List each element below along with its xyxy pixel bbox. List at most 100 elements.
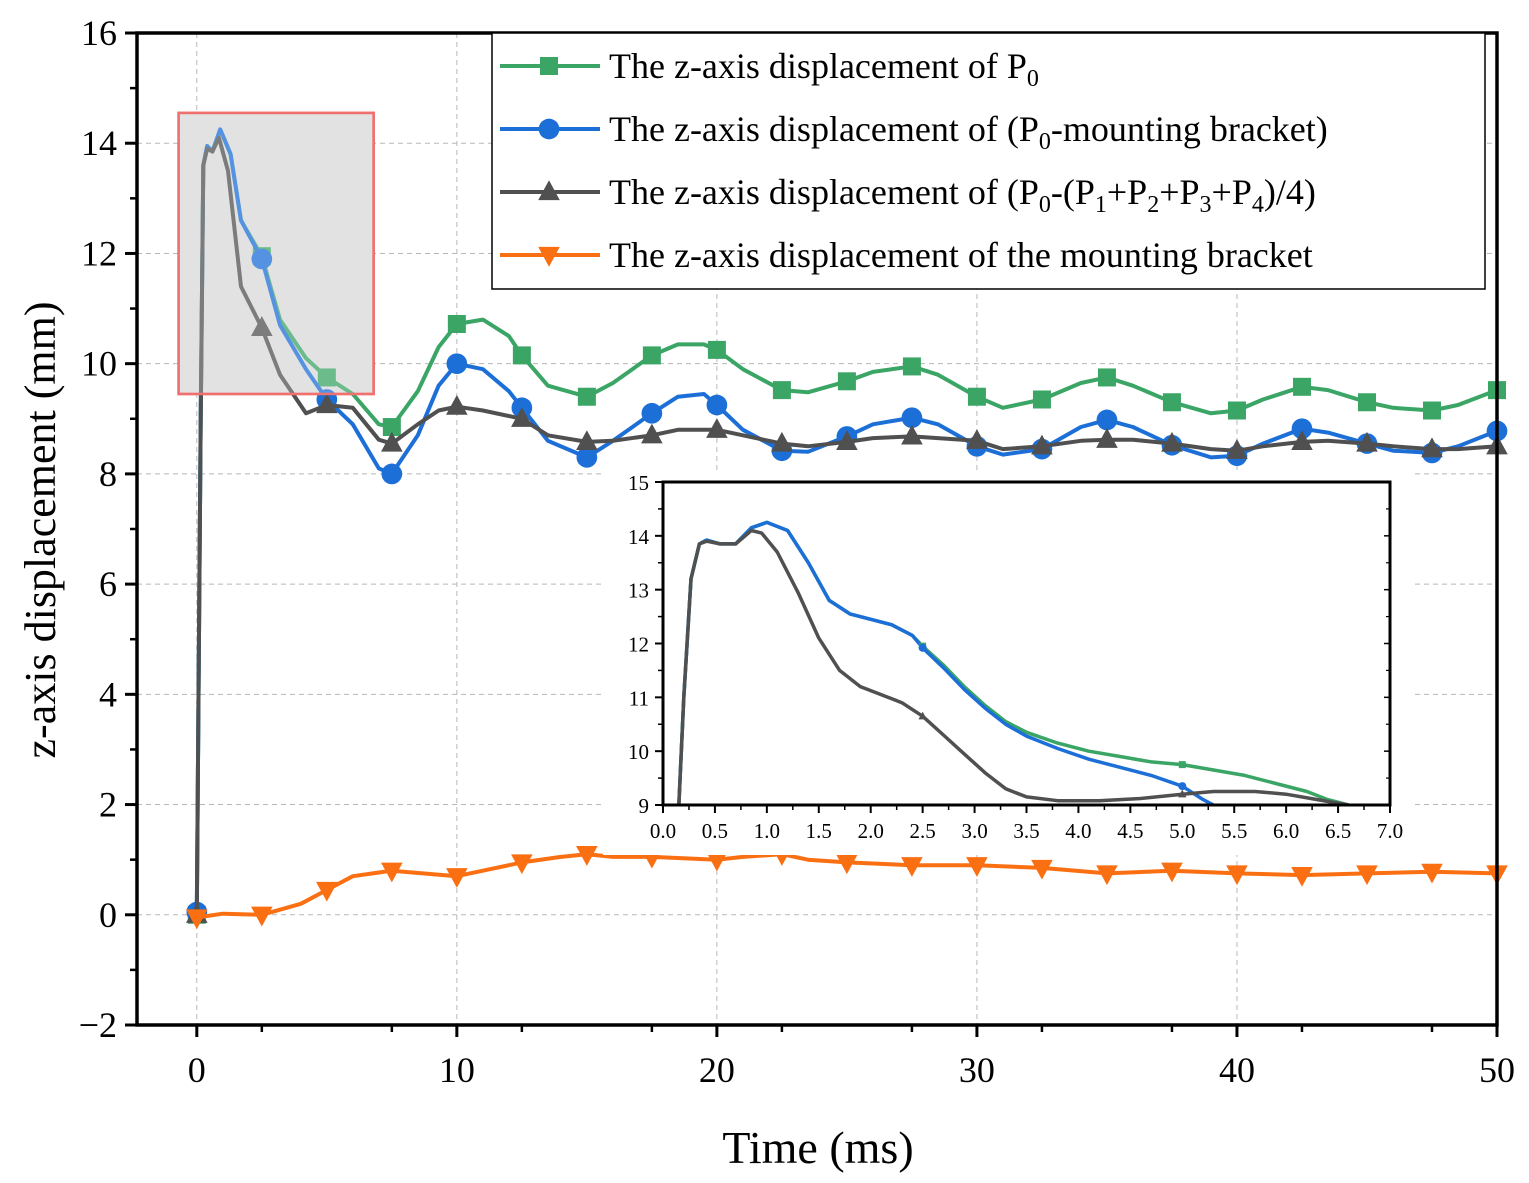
series-marker-1: [381, 463, 403, 485]
x-tick-label: 10: [439, 1050, 475, 1090]
series-marker-0: [1422, 401, 1441, 420]
series-marker-0: [837, 372, 856, 391]
legend-label-suffix: +P: [1107, 172, 1147, 212]
inset-x-tick-label: 3.0: [961, 819, 987, 843]
series-marker-3: [1356, 865, 1378, 886]
y-axis-label: z-axis displacement (mm): [16, 302, 65, 759]
y-tick-label: 12: [81, 233, 117, 273]
series-marker-3: [1161, 862, 1183, 883]
series-marker-3: [381, 862, 403, 883]
legend-label-sub: 4: [1252, 192, 1264, 218]
series-marker-2: [446, 394, 468, 415]
y-tick-label: 14: [81, 123, 117, 163]
series-marker-1: [576, 447, 598, 468]
series-marker-2: [1161, 431, 1183, 452]
legend-box: [491, 32, 1486, 290]
legend-marker-1: [538, 118, 560, 140]
series-marker-2: [576, 430, 598, 451]
series-marker-2: [641, 423, 663, 444]
series-marker-2: [771, 431, 793, 452]
x-tick-label: 30: [959, 1050, 995, 1090]
inset-x-tick-label: 6.0: [1273, 819, 1299, 843]
inset-x-tick-label: 4.5: [1117, 819, 1143, 843]
inset-x-tick-label: 0.5: [702, 819, 728, 843]
inset-x-tick-label: 2.0: [858, 819, 884, 843]
series-marker-3: [446, 868, 468, 888]
series-marker-2: [836, 430, 858, 451]
inset-x-tick-label: 1.0: [754, 819, 780, 843]
y-tick-label: 10: [81, 344, 117, 384]
inset-y-tick-label: 14: [628, 525, 650, 549]
series-marker-2: [706, 418, 728, 438]
y-tick-label: 2: [99, 785, 117, 825]
y-tick-label: 4: [99, 674, 117, 714]
legend-label-suffix: +P: [1159, 172, 1199, 212]
series-marker-0: [642, 346, 661, 365]
series-marker-3: [1291, 866, 1313, 887]
series-marker-3: [511, 854, 533, 875]
inset-series-marker-2: [918, 711, 927, 720]
y-tick-label: −2: [79, 1005, 117, 1045]
series-marker-0: [1097, 368, 1116, 387]
series-marker-2: [1421, 437, 1443, 458]
series-marker-2: [1031, 434, 1053, 455]
series-marker-2: [1096, 428, 1118, 448]
legend-label-suffix: )/4): [1264, 172, 1316, 212]
series-marker-2: [511, 407, 533, 427]
series-marker-0: [1357, 393, 1376, 412]
highlight-overlay: [177, 111, 375, 396]
series-marker-1: [641, 402, 663, 424]
legend-label-sub: 0: [1039, 129, 1051, 155]
legend-label-prefix: The z-axis displacement of P: [609, 46, 1027, 86]
series-marker-3: [836, 854, 858, 875]
series-marker-1: [706, 394, 728, 416]
series-marker-3: [1421, 863, 1443, 884]
series-marker-3: [1096, 865, 1118, 886]
series-marker-2: [251, 316, 273, 336]
series-marker-2: [966, 429, 988, 449]
series-marker-0: [382, 418, 401, 437]
legend-label-sub: 2: [1147, 192, 1159, 218]
series-marker-0: [967, 387, 986, 406]
main-series: [177, 111, 1508, 930]
legend-marker-0: [540, 57, 558, 75]
series-marker-2: [381, 431, 403, 452]
inset-y-tick-label: 10: [628, 740, 649, 764]
x-axis-label: Time (ms): [722, 1122, 913, 1173]
series-marker-3: [251, 906, 273, 927]
series-marker-3: [576, 846, 598, 866]
inset-y-tick-label: 9: [639, 794, 650, 818]
inset-x-tick-label: 4.0: [1065, 819, 1091, 843]
series-marker-0: [902, 357, 921, 376]
inset-x-tick-label: 0.0: [650, 819, 676, 843]
legend-label-0: The z-axis displacement of P0: [609, 46, 1039, 92]
legend-label-sub: 0: [1027, 66, 1039, 92]
x-tick-label: 50: [1479, 1050, 1515, 1090]
legend-label-sub: 0: [1039, 192, 1051, 218]
series-marker-3: [186, 909, 208, 930]
inset-x-tick-label: 5.0: [1169, 819, 1195, 843]
series-marker-2: [1226, 439, 1248, 459]
inset-y-tick-label: 13: [628, 579, 649, 603]
series-marker-3: [706, 851, 728, 872]
series-marker-0: [772, 381, 791, 400]
inset-chart: 0.0 0.5 1.0 1.5 2.0 2.5 3.0 3.5 4.0 4.5 5.0 5.5 6.0 6…: [603, 470, 1415, 855]
series-marker-0: [1032, 390, 1051, 409]
inset-y-tick-label: 11: [629, 686, 649, 710]
inset-background: [603, 470, 1415, 855]
series-line-1: [194, 127, 1499, 914]
inset-y-tick-label: 12: [628, 633, 649, 657]
legend-label-suffix: +P: [1212, 172, 1252, 212]
legend-label-3: The z-axis displacement of the mounting …: [609, 235, 1313, 275]
legend-label-prefix: The z-axis displacement of the mounting …: [609, 235, 1313, 275]
legend-marker-2: [538, 180, 560, 201]
series-marker-0: [1292, 377, 1311, 396]
inset-series-marker-1: [1178, 782, 1187, 791]
inset-x-tick-label: 5.5: [1221, 819, 1247, 843]
legend-label-2: The z-axis displacement of (P0-(P1+P2+P3…: [609, 172, 1316, 218]
inset-x-tick-label: 1.5: [806, 819, 832, 843]
series-marker-2: [1356, 431, 1378, 452]
x-tick-label: 40: [1219, 1050, 1255, 1090]
inset-series-marker-2: [1178, 789, 1187, 798]
